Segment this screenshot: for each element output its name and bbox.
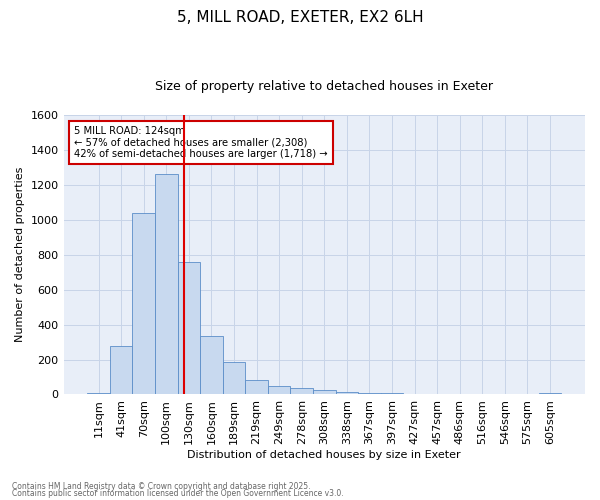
Text: 5, MILL ROAD, EXETER, EX2 6LH: 5, MILL ROAD, EXETER, EX2 6LH (176, 10, 424, 25)
Bar (200, 336, 223, 394)
Bar (178, 262, 200, 394)
Bar (268, 386, 290, 394)
Text: Contains HM Land Registry data © Crown copyright and database right 2025.: Contains HM Land Registry data © Crown c… (12, 482, 311, 491)
Bar (335, 392, 358, 394)
Bar (290, 388, 313, 394)
Bar (245, 380, 268, 394)
Bar (313, 390, 335, 394)
Bar (155, 174, 178, 394)
Text: Contains public sector information licensed under the Open Government Licence v3: Contains public sector information licen… (12, 489, 344, 498)
Text: 5 MILL ROAD: 124sqm
← 57% of detached houses are smaller (2,308)
42% of semi-det: 5 MILL ROAD: 124sqm ← 57% of detached ho… (74, 126, 328, 160)
X-axis label: Distribution of detached houses by size in Exeter: Distribution of detached houses by size … (187, 450, 461, 460)
Bar (223, 362, 245, 394)
Bar (539, 392, 561, 394)
Bar (133, 213, 155, 394)
Bar (110, 346, 133, 395)
Y-axis label: Number of detached properties: Number of detached properties (15, 167, 25, 342)
Title: Size of property relative to detached houses in Exeter: Size of property relative to detached ho… (155, 80, 493, 93)
Bar (87, 392, 110, 394)
Bar (381, 393, 403, 394)
Bar (358, 392, 381, 394)
